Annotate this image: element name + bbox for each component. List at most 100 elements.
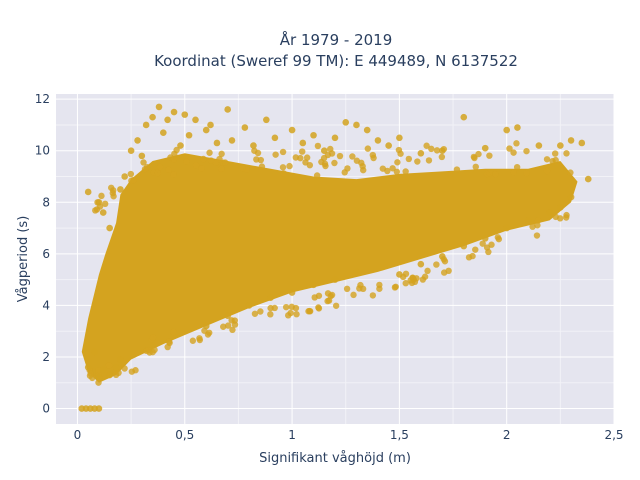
data-point [263,116,270,124]
data-point [202,126,210,134]
data-point [117,356,124,363]
data-point [164,116,171,124]
data-point [396,134,403,142]
data-point [341,169,348,176]
data-point [189,337,197,344]
data-point [534,222,541,229]
data-point [170,156,178,163]
data-point [310,281,317,289]
data-point [310,131,317,139]
data-point [282,303,290,311]
y-tick-label: 8 [42,195,50,209]
data-point [245,302,253,309]
data-point [481,235,489,242]
data-point [567,169,574,176]
data-point [286,162,293,170]
data-point [84,188,92,196]
data-point [202,322,210,330]
data-point [453,166,461,173]
data-point [293,311,300,318]
data-point [156,163,164,171]
y-tick-label: 4 [42,298,50,312]
data-point [151,346,158,354]
data-point [271,134,279,142]
data-point [95,198,103,206]
data-point [465,254,473,261]
data-point [428,145,435,153]
data-point [213,139,221,147]
data-point [95,379,102,386]
data-point [170,108,178,116]
data-point [106,224,113,232]
data-point [251,147,258,154]
data-point [503,126,510,134]
data-point [239,164,246,172]
data-point [513,163,521,171]
data-point [121,173,128,180]
data-point [127,170,135,178]
data-point [331,276,339,283]
data-point [481,144,489,152]
data-point [439,147,446,155]
data-point [376,285,383,292]
data-point [543,167,551,175]
data-point [292,304,300,312]
data-point [173,146,180,154]
x-tick-label: 0 [74,428,82,442]
data-point [567,137,575,144]
data-point [224,322,232,329]
x-tick-label: 1,5 [390,428,409,442]
data-point [253,156,260,163]
data-point [506,145,513,152]
data-point [385,142,392,149]
data-point [331,134,339,142]
y-tick-label: 2 [42,350,50,364]
data-point [185,131,193,139]
data-point [414,158,421,165]
data-point [460,113,468,121]
data-point [510,149,517,156]
data-point [110,193,117,200]
data-point [460,242,468,250]
data-point [328,291,336,299]
data-point [181,111,189,118]
chart-title-line-2: Koordinat (Sweref 99 TM): E 449489, N 61… [154,52,518,70]
data-point [405,155,413,163]
data-point [170,328,177,336]
data-point [433,147,441,154]
data-point [492,171,499,178]
data-point [92,207,99,214]
data-point [363,126,371,134]
data-point [320,147,328,155]
x-tick-label: 2 [503,428,511,442]
data-point [272,151,279,158]
data-point [524,217,532,224]
data-point [510,169,517,176]
data-point [220,323,227,330]
data-point [313,172,321,179]
data-point [258,163,266,170]
data-point [207,121,214,129]
data-point [417,260,425,268]
data-point [165,166,172,173]
x-axis-title: Signifikant våghöjd (m) [259,451,411,466]
data-point [84,363,92,371]
data-point [364,145,372,152]
data-point [394,159,401,166]
data-point [391,284,399,291]
x-tick-label: 1 [288,428,296,442]
data-point [112,371,120,379]
data-point [513,140,520,147]
data-point [95,367,102,374]
data-point [306,308,314,315]
y-axis-title: Vågperiod (s) [16,216,31,303]
data-point [486,152,493,159]
data-point [95,405,103,412]
data-point [417,149,425,157]
data-point [101,200,109,208]
data-point [130,176,137,184]
data-point [533,232,541,239]
data-point [402,280,409,287]
data-point [99,209,107,216]
data-point [224,106,231,113]
